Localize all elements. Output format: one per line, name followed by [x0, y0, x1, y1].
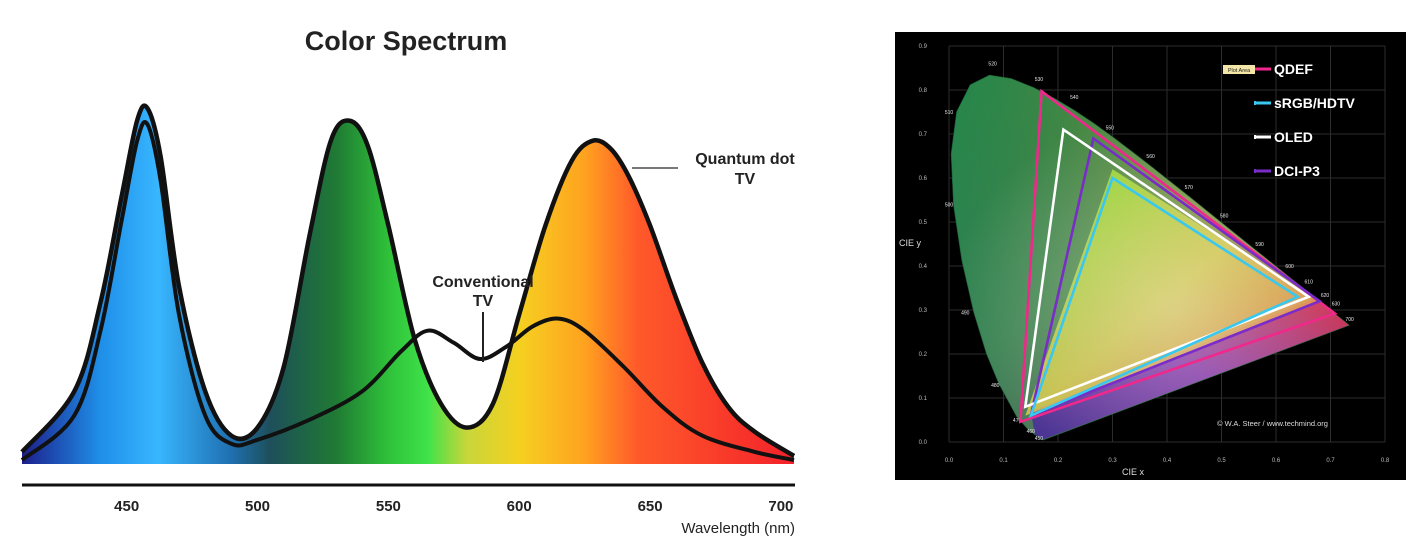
annotation-quantum-dot-line1: Quantum dot: [695, 151, 795, 168]
wavelength-label: 550: [1106, 126, 1115, 132]
y-tick-label: 0.5: [919, 220, 928, 226]
y-tick-label: 0.9: [919, 44, 928, 50]
x-tick-label: 0.4: [1163, 458, 1172, 464]
legend: Plot Area QDEF sRGB/HDTV OLED DCI-P3: [1223, 61, 1356, 179]
x-tick-label: 550: [376, 498, 401, 515]
wavelength-label: 500: [945, 203, 954, 209]
wavelength-label: 610: [1305, 280, 1314, 286]
x-axis-label: Wavelength (nm): [681, 520, 795, 537]
cie-diagram-panel: 0.0 0.1 0.2 0.3 0.4 0.5 0.6 0.7 0.8 0.0 0.1 0.2 0.3 0…: [895, 32, 1406, 480]
y-tick-label: 0.7: [919, 132, 928, 138]
wavelength-label: 530: [1035, 77, 1044, 83]
y-tick-label: 0.4: [919, 264, 928, 270]
x-tick-label: 0.7: [1326, 458, 1335, 464]
y-tick-label: 0.0: [919, 440, 928, 446]
color-spectrum-chart: Color Spectrum 450 500 550 600 650 700 Wavele…: [20, 26, 796, 537]
wavelength-label: 630: [1332, 302, 1341, 308]
y-tick-label: 0.3: [919, 308, 928, 314]
gamut-triangle-oled: [1023, 127, 1312, 409]
x-tick-label: 0.3: [1108, 458, 1117, 464]
legend-label: DCI-P3: [1274, 163, 1320, 179]
x-tick-label: 650: [638, 498, 663, 515]
credit-text: © W.A. Steer / www.techmind.org: [1217, 419, 1328, 428]
wavelength-label: 600: [1285, 264, 1294, 270]
x-tick-label: 450: [114, 498, 139, 515]
wavelength-label: 510: [945, 110, 954, 116]
x-tick-label: 0.2: [1054, 458, 1063, 464]
x-tick-labels: 450 500 550 600 650 700: [114, 498, 793, 515]
cie-chromaticity-chart: 0.0 0.1 0.2 0.3 0.4 0.5 0.6 0.7 0.8 0.0 0.1 0.2 0.3 0…: [899, 44, 1390, 477]
annotation-conventional-line1: Conventional: [432, 274, 533, 291]
wavelength-label: 480: [991, 383, 1000, 389]
cie-x-label: CIE x: [1122, 467, 1145, 477]
wavelength-label: 520: [988, 61, 997, 67]
wavelength-label: 590: [1255, 242, 1264, 248]
gamut-triangles: [1018, 88, 1338, 424]
wavelength-labels: 520 530 540 510 550 560 500 570 580 590 600 490 610 6…: [945, 61, 1354, 441]
x-tick-label: 600: [507, 498, 532, 515]
plot-area-tag: [1223, 65, 1255, 74]
wavelength-label: 450: [1035, 436, 1044, 442]
legend-label: OLED: [1274, 129, 1313, 145]
x-tick-label: 700: [768, 498, 793, 515]
x-tick-label: 500: [245, 498, 270, 515]
wavelength-label: 560: [1146, 154, 1155, 160]
wavelength-label: 540: [1070, 95, 1079, 101]
y-tick-label: 0.8: [919, 88, 928, 94]
wavelength-label: 570: [1185, 185, 1194, 191]
x-tick-label: 0.0: [945, 458, 954, 464]
series-line-quantum-dot-tv: [20, 103, 796, 458]
gamut-triangle-dci-p3: [1028, 136, 1323, 418]
x-tick-label: 0.8: [1381, 458, 1390, 464]
y-tick-label: 0.1: [919, 396, 928, 402]
x-tick-label: 0.1: [999, 458, 1008, 464]
cie-tick-labels: 0.0 0.1 0.2 0.3 0.4 0.5 0.6 0.7 0.8 0.0 0.1 0.2 0.3 0…: [919, 44, 1390, 464]
wavelength-label: 620: [1321, 293, 1330, 299]
gamut-triangle-srgb-hdtv: [1028, 176, 1301, 419]
annotation-quantum-dot-line2: TV: [735, 171, 756, 188]
annotation-conventional-line2: TV: [473, 293, 494, 310]
gamut-triangle-qdef: [1018, 88, 1338, 424]
wavelength-label: 470: [1013, 418, 1022, 424]
x-tick-label: 0.5: [1217, 458, 1226, 464]
x-tick-label: 0.6: [1272, 458, 1281, 464]
y-tick-label: 0.6: [919, 176, 928, 182]
legend-label: QDEF: [1274, 61, 1313, 77]
wavelength-label: 490: [961, 310, 970, 316]
wavelength-label: 580: [1220, 214, 1229, 220]
legend-label: sRGB/HDTV: [1274, 95, 1356, 111]
plot-area-tag-label: Plot Area: [1228, 68, 1251, 74]
cie-y-label: CIE y: [899, 238, 922, 248]
y-tick-label: 0.2: [919, 352, 928, 358]
wavelength-label: 460: [1027, 429, 1036, 435]
series-line-conventional-tv: [20, 120, 795, 462]
chart-title: Color Spectrum: [305, 26, 508, 56]
wavelength-label: 700: [1345, 317, 1354, 323]
